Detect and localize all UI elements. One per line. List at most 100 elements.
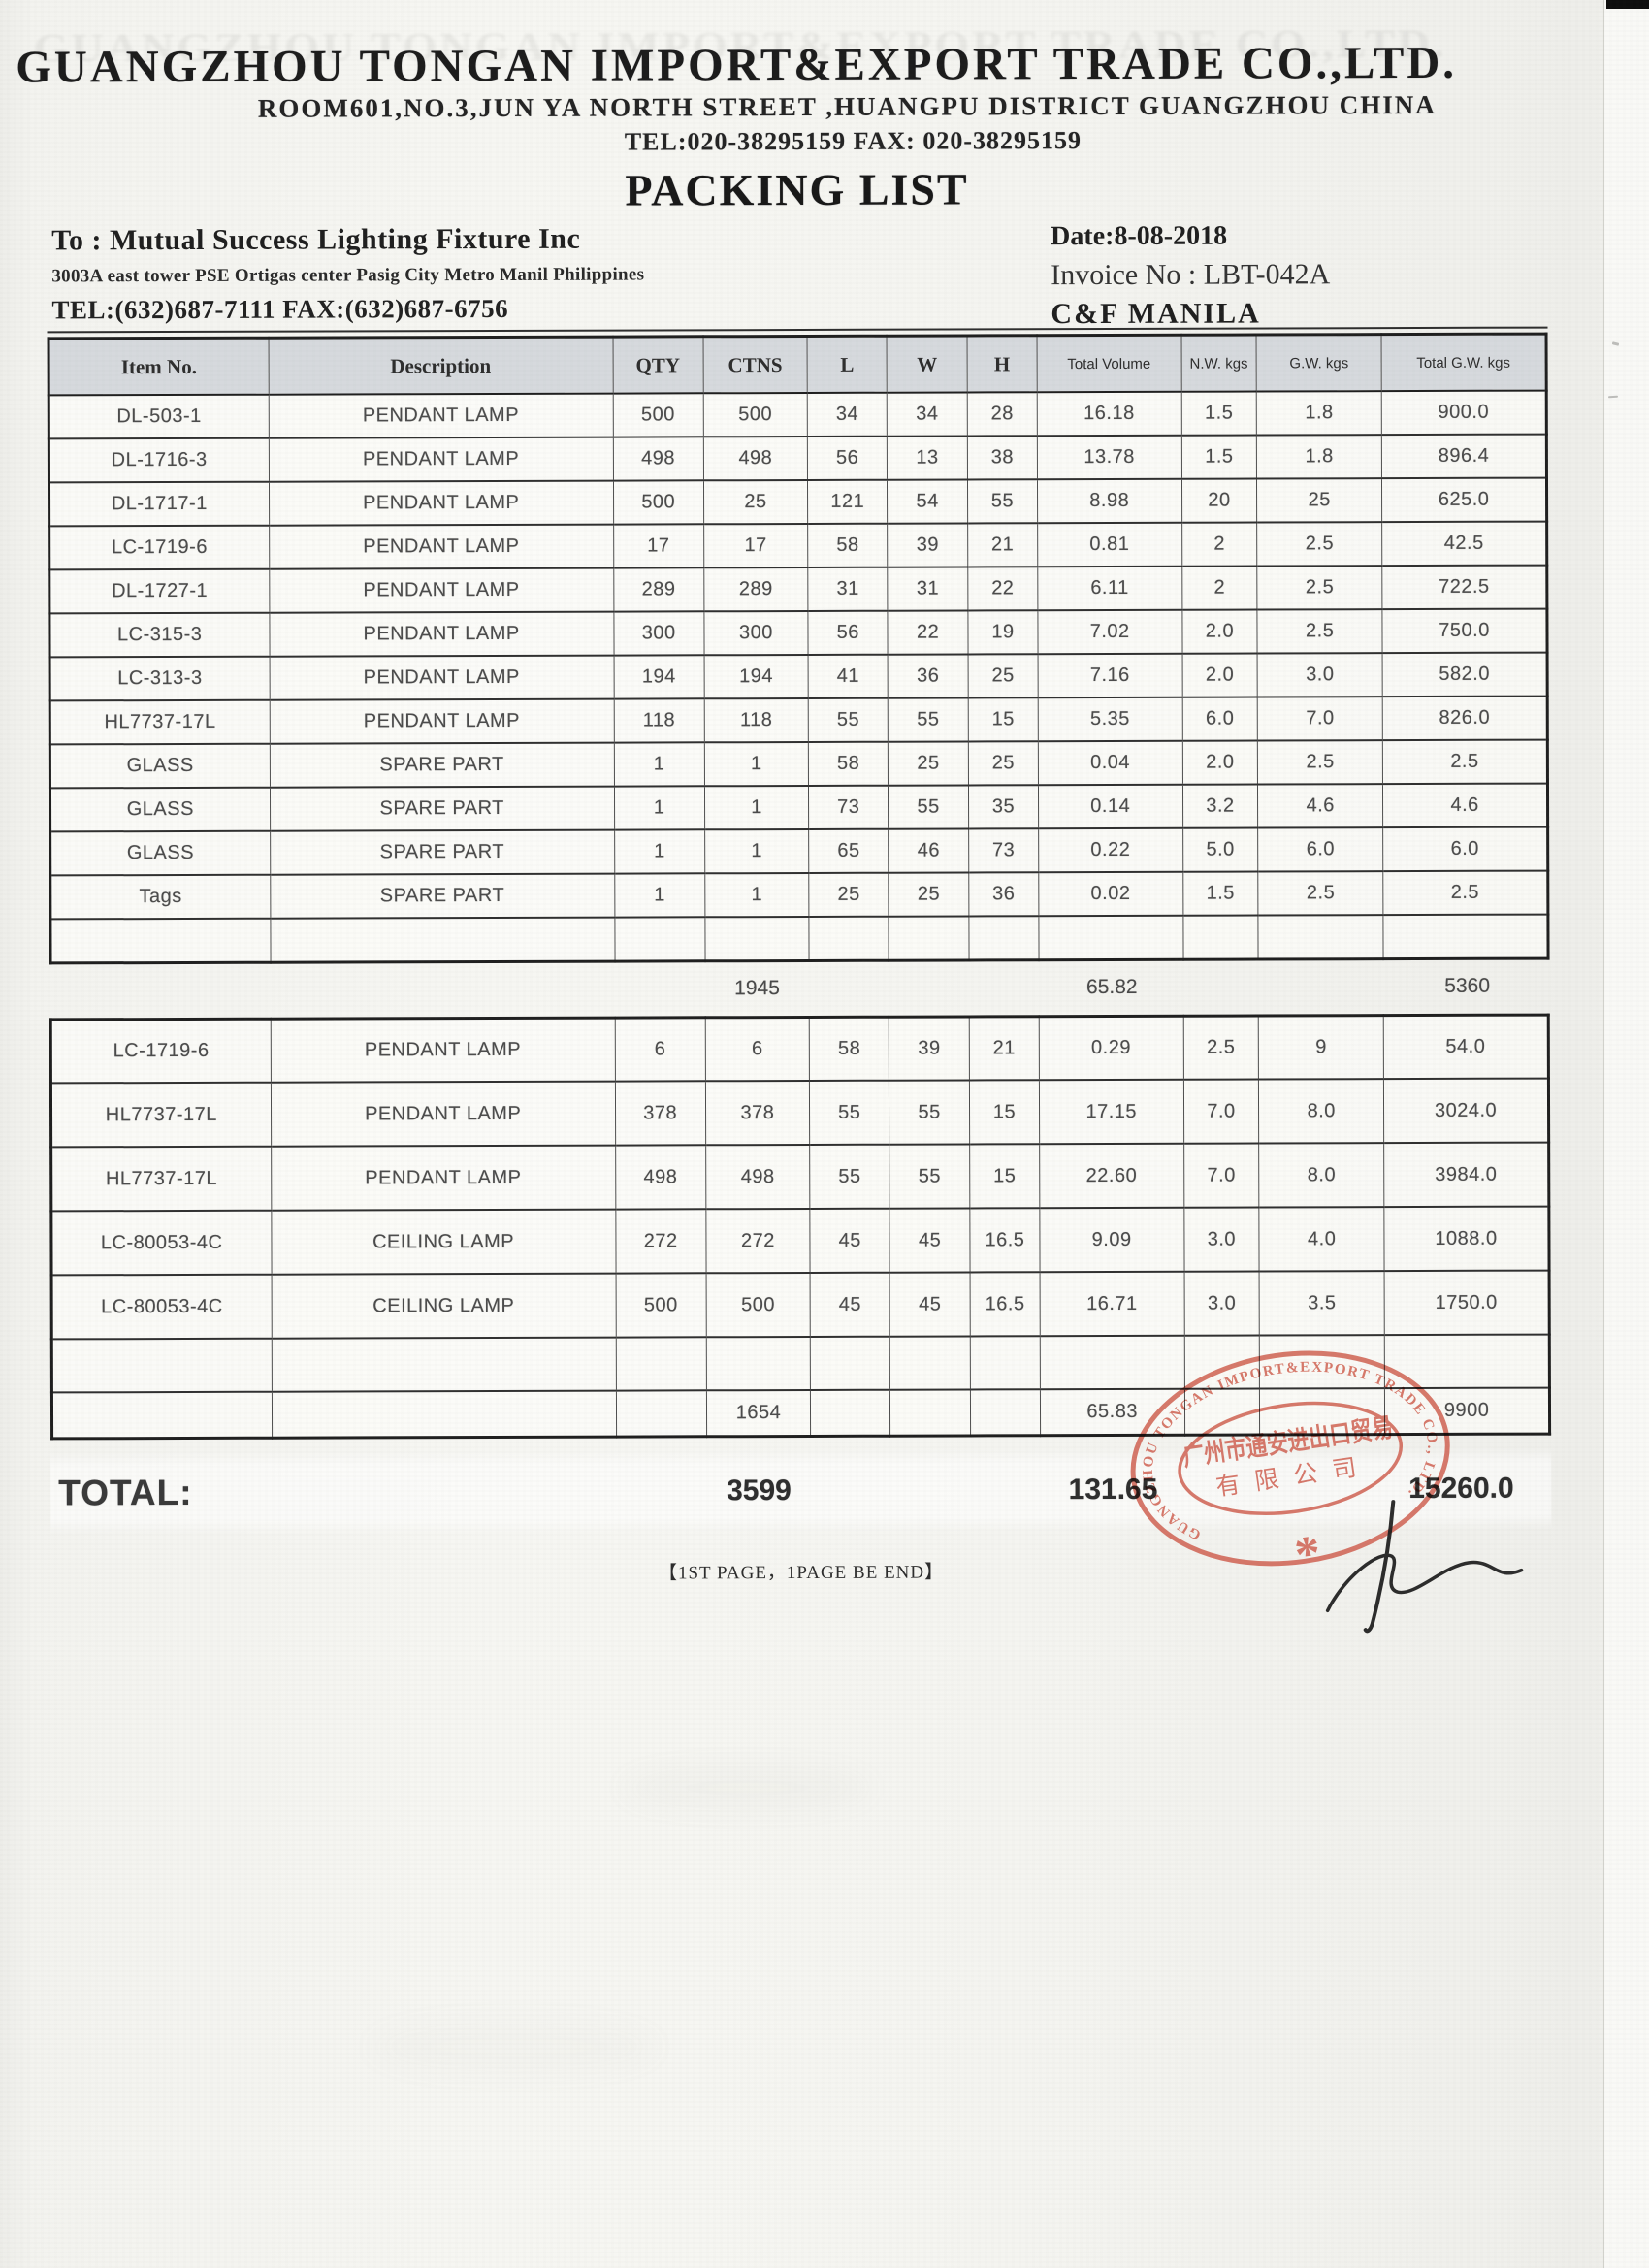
- table-cell: 6.0: [1382, 826, 1548, 872]
- table-cell: 58: [808, 741, 889, 787]
- table-cell: 2.5: [1257, 740, 1383, 785]
- table-cell: LC-313-3: [49, 656, 270, 701]
- table-cell: 45: [889, 1272, 971, 1337]
- table-cell: 272: [615, 1209, 706, 1274]
- section1-subtotal-total-gw: 5360: [1444, 974, 1491, 997]
- section1-subtotal-volume: 65.82: [1085, 975, 1138, 999]
- company-tel-fax: TEL:020-38295159 FAX: 020-38295159: [624, 125, 1083, 156]
- table-cell: 31: [887, 567, 968, 611]
- table-cell: 17: [613, 524, 704, 568]
- table-cell: 5.0: [1182, 827, 1259, 872]
- table-cell: 118: [613, 698, 704, 743]
- table-cell: [616, 1390, 707, 1437]
- column-header: N.W. kgs: [1180, 335, 1257, 392]
- table-cell: 9: [1258, 1015, 1384, 1080]
- table-cell: PENDANT LAMP: [270, 1017, 616, 1083]
- table-cell: 21: [969, 1016, 1040, 1081]
- table-cell: [889, 1389, 971, 1436]
- table-cell: 6.11: [1037, 566, 1182, 611]
- table-cell: 41: [808, 654, 889, 699]
- table-cell: 498: [705, 1145, 811, 1210]
- table-cell: 45: [810, 1272, 890, 1338]
- table-cell: PENDANT LAMP: [269, 524, 614, 569]
- table-cell: 896.4: [1381, 434, 1547, 479]
- table-cell: PENDANT LAMP: [268, 480, 614, 526]
- table-row: DL-1716-3 PENDANT LAMP 498 498 56 13 38 13.78 1.…: [48, 434, 1547, 483]
- table-cell: 2.0: [1181, 653, 1258, 697]
- table-cell: LC-315-3: [48, 612, 270, 658]
- table-cell: 54.0: [1383, 1014, 1549, 1080]
- table-cell: [810, 1336, 890, 1391]
- table-cell: 378: [615, 1081, 706, 1146]
- table-cell: 3984.0: [1383, 1142, 1549, 1208]
- table-cell: SPARE PART: [269, 742, 615, 788]
- table-row: LC-1719-6 PENDANT LAMP 17 17 58 39 21 0.81 2 2.5 4…: [48, 521, 1547, 570]
- table-cell: LC-80053-4C: [51, 1274, 272, 1340]
- table-cell: LC-1719-6: [50, 1018, 271, 1084]
- table-cell: 0.02: [1038, 871, 1183, 917]
- table-cell: 65: [808, 828, 889, 874]
- table-cell: 22: [967, 567, 1038, 611]
- column-header-row: Item No. Description QTY CTNS L W H Total Volum…: [48, 334, 1547, 396]
- table-cell: 0.04: [1038, 740, 1182, 786]
- shipment-meta-block: Date:8-08-2018 Invoice No : LBT-042A C&F…: [1051, 220, 1330, 331]
- table-cell: 22.60: [1039, 1143, 1184, 1209]
- table-row: GLASS SPARE PART 1 1 58 25 25 0.04 2.0 2.5 2.5: [49, 739, 1548, 789]
- table-cell: 582.0: [1382, 652, 1548, 697]
- table-row: DL-1727-1 PENDANT LAMP 289 289 31 31 22 6.11 2 2.…: [48, 565, 1547, 614]
- table-cell: 15: [968, 697, 1039, 742]
- table-cell: 54: [887, 479, 968, 524]
- scan-smudge: [621, 1766, 873, 1810]
- table-row: LC-1719-6 PENDANT LAMP 6 6 58 39 21 0.29 2.5 9 54.…: [50, 1014, 1549, 1084]
- table-cell: 1088.0: [1383, 1206, 1550, 1272]
- table-cell: [970, 1336, 1041, 1390]
- table-cell: 7.0: [1182, 1079, 1259, 1144]
- consignee-to-line: To : Mutual Success Lighting Fixture Inc: [51, 222, 581, 257]
- meta-row: To : Mutual Success Lighting Fixture Inc…: [47, 220, 1547, 331]
- table-cell: 36: [968, 872, 1039, 917]
- table-cell: 500: [613, 480, 704, 525]
- table-cell: 272: [705, 1209, 811, 1274]
- table-cell: 7.0: [1183, 1143, 1260, 1208]
- table-cell: PENDANT LAMP: [269, 655, 614, 700]
- table-cell: 4.0: [1259, 1207, 1385, 1272]
- delivery-terms: C&F MANILA: [1051, 297, 1261, 331]
- table-cell: [271, 1337, 617, 1392]
- table-cell: DL-1717-1: [48, 481, 270, 527]
- table-cell: 378: [704, 1081, 810, 1146]
- table-cell: DL-503-1: [48, 394, 269, 439]
- table-cell: 2: [1181, 522, 1258, 567]
- consignee-address: 3003A east tower PSE Ortigas center Pasi…: [51, 264, 645, 287]
- table-cell: 55: [808, 697, 889, 743]
- table-cell: HL7737-17L: [50, 1082, 272, 1148]
- table-cell: 722.5: [1381, 565, 1547, 610]
- column-header: Description: [268, 337, 613, 395]
- table-row: GLASS SPARE PART 1 1 73 55 35 0.14 3.2 4.6 4.6: [49, 783, 1548, 832]
- table-cell: 56: [808, 610, 889, 656]
- table-cell: 7.02: [1037, 609, 1182, 655]
- section1-subtotal-row: 1945 65.82 5360: [49, 959, 1550, 1018]
- table-cell: 35: [968, 785, 1039, 829]
- invoice-number: Invoice No : LBT-042A: [1051, 258, 1331, 292]
- table-cell: 2.5: [1382, 739, 1548, 785]
- table-cell: [1382, 914, 1549, 959]
- table-cell: [616, 1337, 707, 1391]
- page-title: PACKING LIST: [625, 164, 969, 215]
- table-cell: PENDANT LAMP: [269, 611, 614, 657]
- table-cell: [1182, 915, 1259, 959]
- table-cell: PENDANT LAMP: [269, 567, 614, 613]
- table-cell: [889, 916, 970, 960]
- table-cell: 826.0: [1382, 696, 1548, 741]
- table-cell: 1.5: [1180, 391, 1257, 436]
- packing-table-section1: Item No. Description QTY CTNS L W H Total Volum…: [47, 332, 1550, 964]
- table-row: DL-1717-1 PENDANT LAMP 500 25 121 54 55 8.98 20 2…: [48, 477, 1547, 527]
- table-row: LC-80053-4C CEILING LAMP 272 272 45 45 16.5 9.0…: [50, 1206, 1550, 1276]
- table-cell: 2.5: [1257, 566, 1383, 610]
- table-cell: 25: [703, 480, 808, 525]
- table-row: HL7737-17L PENDANT LAMP 378 378 55 55 15 17.15 7…: [50, 1078, 1549, 1148]
- company-address: ROOM601,NO.3,JUN YA NORTH STREET ,HUANGP…: [257, 89, 1437, 123]
- table-cell: 2.5: [1256, 522, 1382, 567]
- table-cell: 55: [889, 1080, 970, 1145]
- stamp-star: *: [1291, 1525, 1324, 1583]
- table-row: DL-503-1 PENDANT LAMP 500 500 34 34 28 16.18 1.5…: [48, 390, 1547, 439]
